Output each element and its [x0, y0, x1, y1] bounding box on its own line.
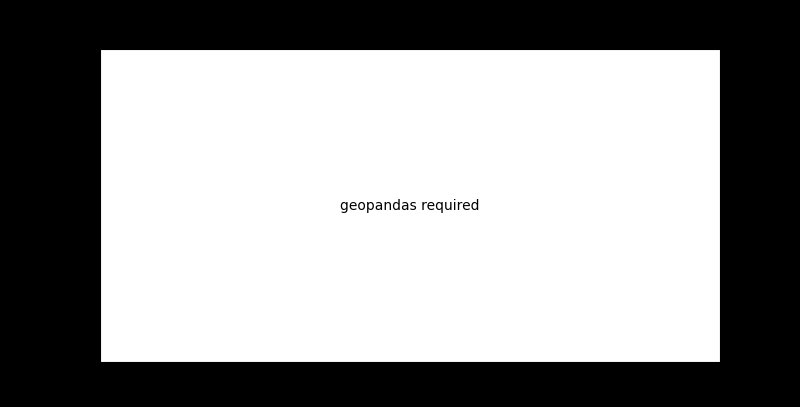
- Text: geopandas required: geopandas required: [340, 199, 480, 212]
